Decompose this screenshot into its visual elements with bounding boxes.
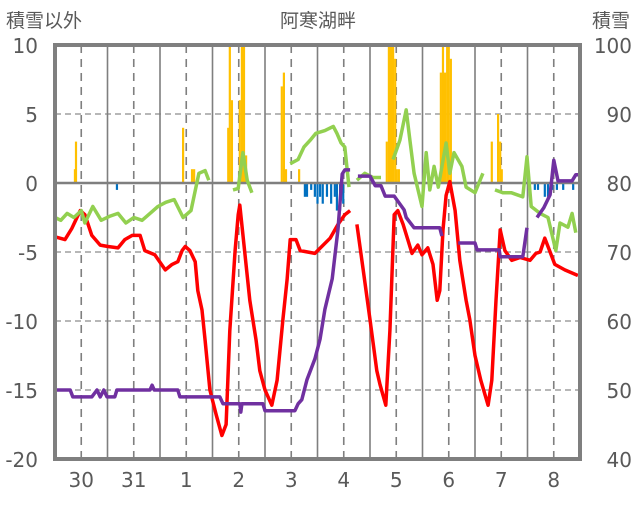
blue-bar bbox=[533, 183, 536, 190]
green-line bbox=[54, 168, 211, 225]
x-tick-label: 7 bbox=[495, 468, 508, 492]
left-tick-label: -20 bbox=[5, 448, 38, 472]
lines bbox=[54, 108, 579, 438]
orange-bar bbox=[282, 72, 285, 183]
right-tick-label: 80 bbox=[607, 172, 632, 196]
x-tick-label: 2 bbox=[232, 468, 245, 492]
bars bbox=[73, 45, 575, 211]
right-tick-label: 70 bbox=[607, 241, 632, 265]
x-tick-label: 1 bbox=[180, 468, 193, 492]
orange-bar bbox=[497, 114, 500, 183]
purple-line bbox=[535, 158, 579, 219]
orange-bar bbox=[446, 45, 449, 183]
blue-bar bbox=[546, 183, 550, 197]
left-tick-label: -15 bbox=[5, 379, 38, 403]
orange-bar bbox=[385, 141, 388, 183]
orange-bar bbox=[298, 169, 301, 183]
x-tick-label: 4 bbox=[337, 468, 350, 492]
blue-bar bbox=[335, 183, 339, 211]
left-tick-label: -10 bbox=[5, 310, 38, 334]
orange-bar bbox=[394, 58, 397, 183]
x-tick-label: 3 bbox=[285, 468, 298, 492]
orange-bar bbox=[500, 169, 503, 183]
purple-line bbox=[55, 168, 351, 414]
orange-bar bbox=[280, 86, 283, 183]
orange-bar bbox=[284, 169, 288, 183]
orange-bar bbox=[228, 45, 231, 183]
purple-line bbox=[458, 227, 529, 259]
right-tick-label: 100 bbox=[594, 34, 632, 58]
orange-bar bbox=[499, 141, 502, 183]
orange-bar bbox=[240, 45, 243, 183]
left-tick-label: 5 bbox=[25, 103, 38, 127]
blue-bar bbox=[572, 183, 575, 190]
orange-bar bbox=[441, 45, 445, 183]
orange-bar bbox=[389, 45, 393, 183]
orange-bar bbox=[439, 72, 442, 183]
left-tick-label: -5 bbox=[18, 241, 38, 265]
left-tick-label: 0 bbox=[25, 172, 38, 196]
plot-border bbox=[53, 43, 582, 461]
blue-bar bbox=[325, 183, 329, 197]
orange-bar bbox=[238, 100, 241, 183]
blue-bar bbox=[333, 183, 336, 197]
blue-bar bbox=[319, 183, 322, 197]
orange-bar bbox=[193, 169, 196, 183]
chart-title: 阿寒湖畔 bbox=[280, 10, 356, 32]
blue-bar bbox=[115, 183, 119, 190]
blue-bar bbox=[330, 183, 333, 204]
orange-bar bbox=[387, 45, 390, 183]
blue-bar bbox=[310, 183, 313, 190]
blue-bar bbox=[543, 183, 546, 197]
blue-bar bbox=[562, 183, 565, 190]
orange-bar bbox=[190, 169, 194, 183]
orange-bar bbox=[182, 127, 185, 183]
orange-bar bbox=[230, 100, 234, 183]
orange-bar bbox=[242, 45, 246, 183]
blue-bar bbox=[536, 183, 540, 190]
x-tick-label: 30 bbox=[69, 468, 94, 492]
right-tick-label: 90 bbox=[607, 103, 632, 127]
orange-bar bbox=[74, 141, 78, 183]
orange-bar bbox=[449, 58, 452, 183]
right-axis-title: 積雪 bbox=[592, 10, 630, 32]
blue-bar bbox=[305, 183, 309, 197]
orange-bar bbox=[395, 169, 398, 183]
orange-bar bbox=[392, 45, 395, 183]
left-tick-label: 10 bbox=[13, 34, 38, 58]
blue-bar bbox=[303, 183, 306, 197]
red-line bbox=[355, 179, 579, 407]
red-line bbox=[54, 203, 352, 438]
green-line bbox=[289, 124, 351, 188]
orange-bar bbox=[397, 169, 400, 183]
green-line bbox=[232, 150, 254, 194]
blue-bar bbox=[316, 183, 319, 204]
right-tick-label: 40 bbox=[607, 448, 632, 472]
right-tick-label: 60 bbox=[607, 310, 632, 334]
blue-bar bbox=[321, 183, 324, 204]
orange-bar bbox=[447, 45, 450, 183]
x-tick-label: 8 bbox=[547, 468, 560, 492]
x-tick-label: 31 bbox=[121, 468, 146, 492]
x-tick-label: 5 bbox=[390, 468, 403, 492]
x-tick-label: 6 bbox=[442, 468, 455, 492]
right-tick-label: 50 bbox=[607, 379, 632, 403]
green-line bbox=[494, 155, 578, 253]
orange-bar bbox=[443, 72, 447, 183]
orange-bar bbox=[227, 127, 230, 183]
blue-bar bbox=[555, 183, 558, 190]
green-line bbox=[391, 108, 485, 209]
purple-line bbox=[357, 174, 444, 237]
left-axis-title: 積雪以外 bbox=[6, 10, 82, 32]
blue-bar bbox=[313, 183, 316, 197]
orange-bar bbox=[490, 141, 493, 183]
blue-bar bbox=[342, 183, 345, 204]
